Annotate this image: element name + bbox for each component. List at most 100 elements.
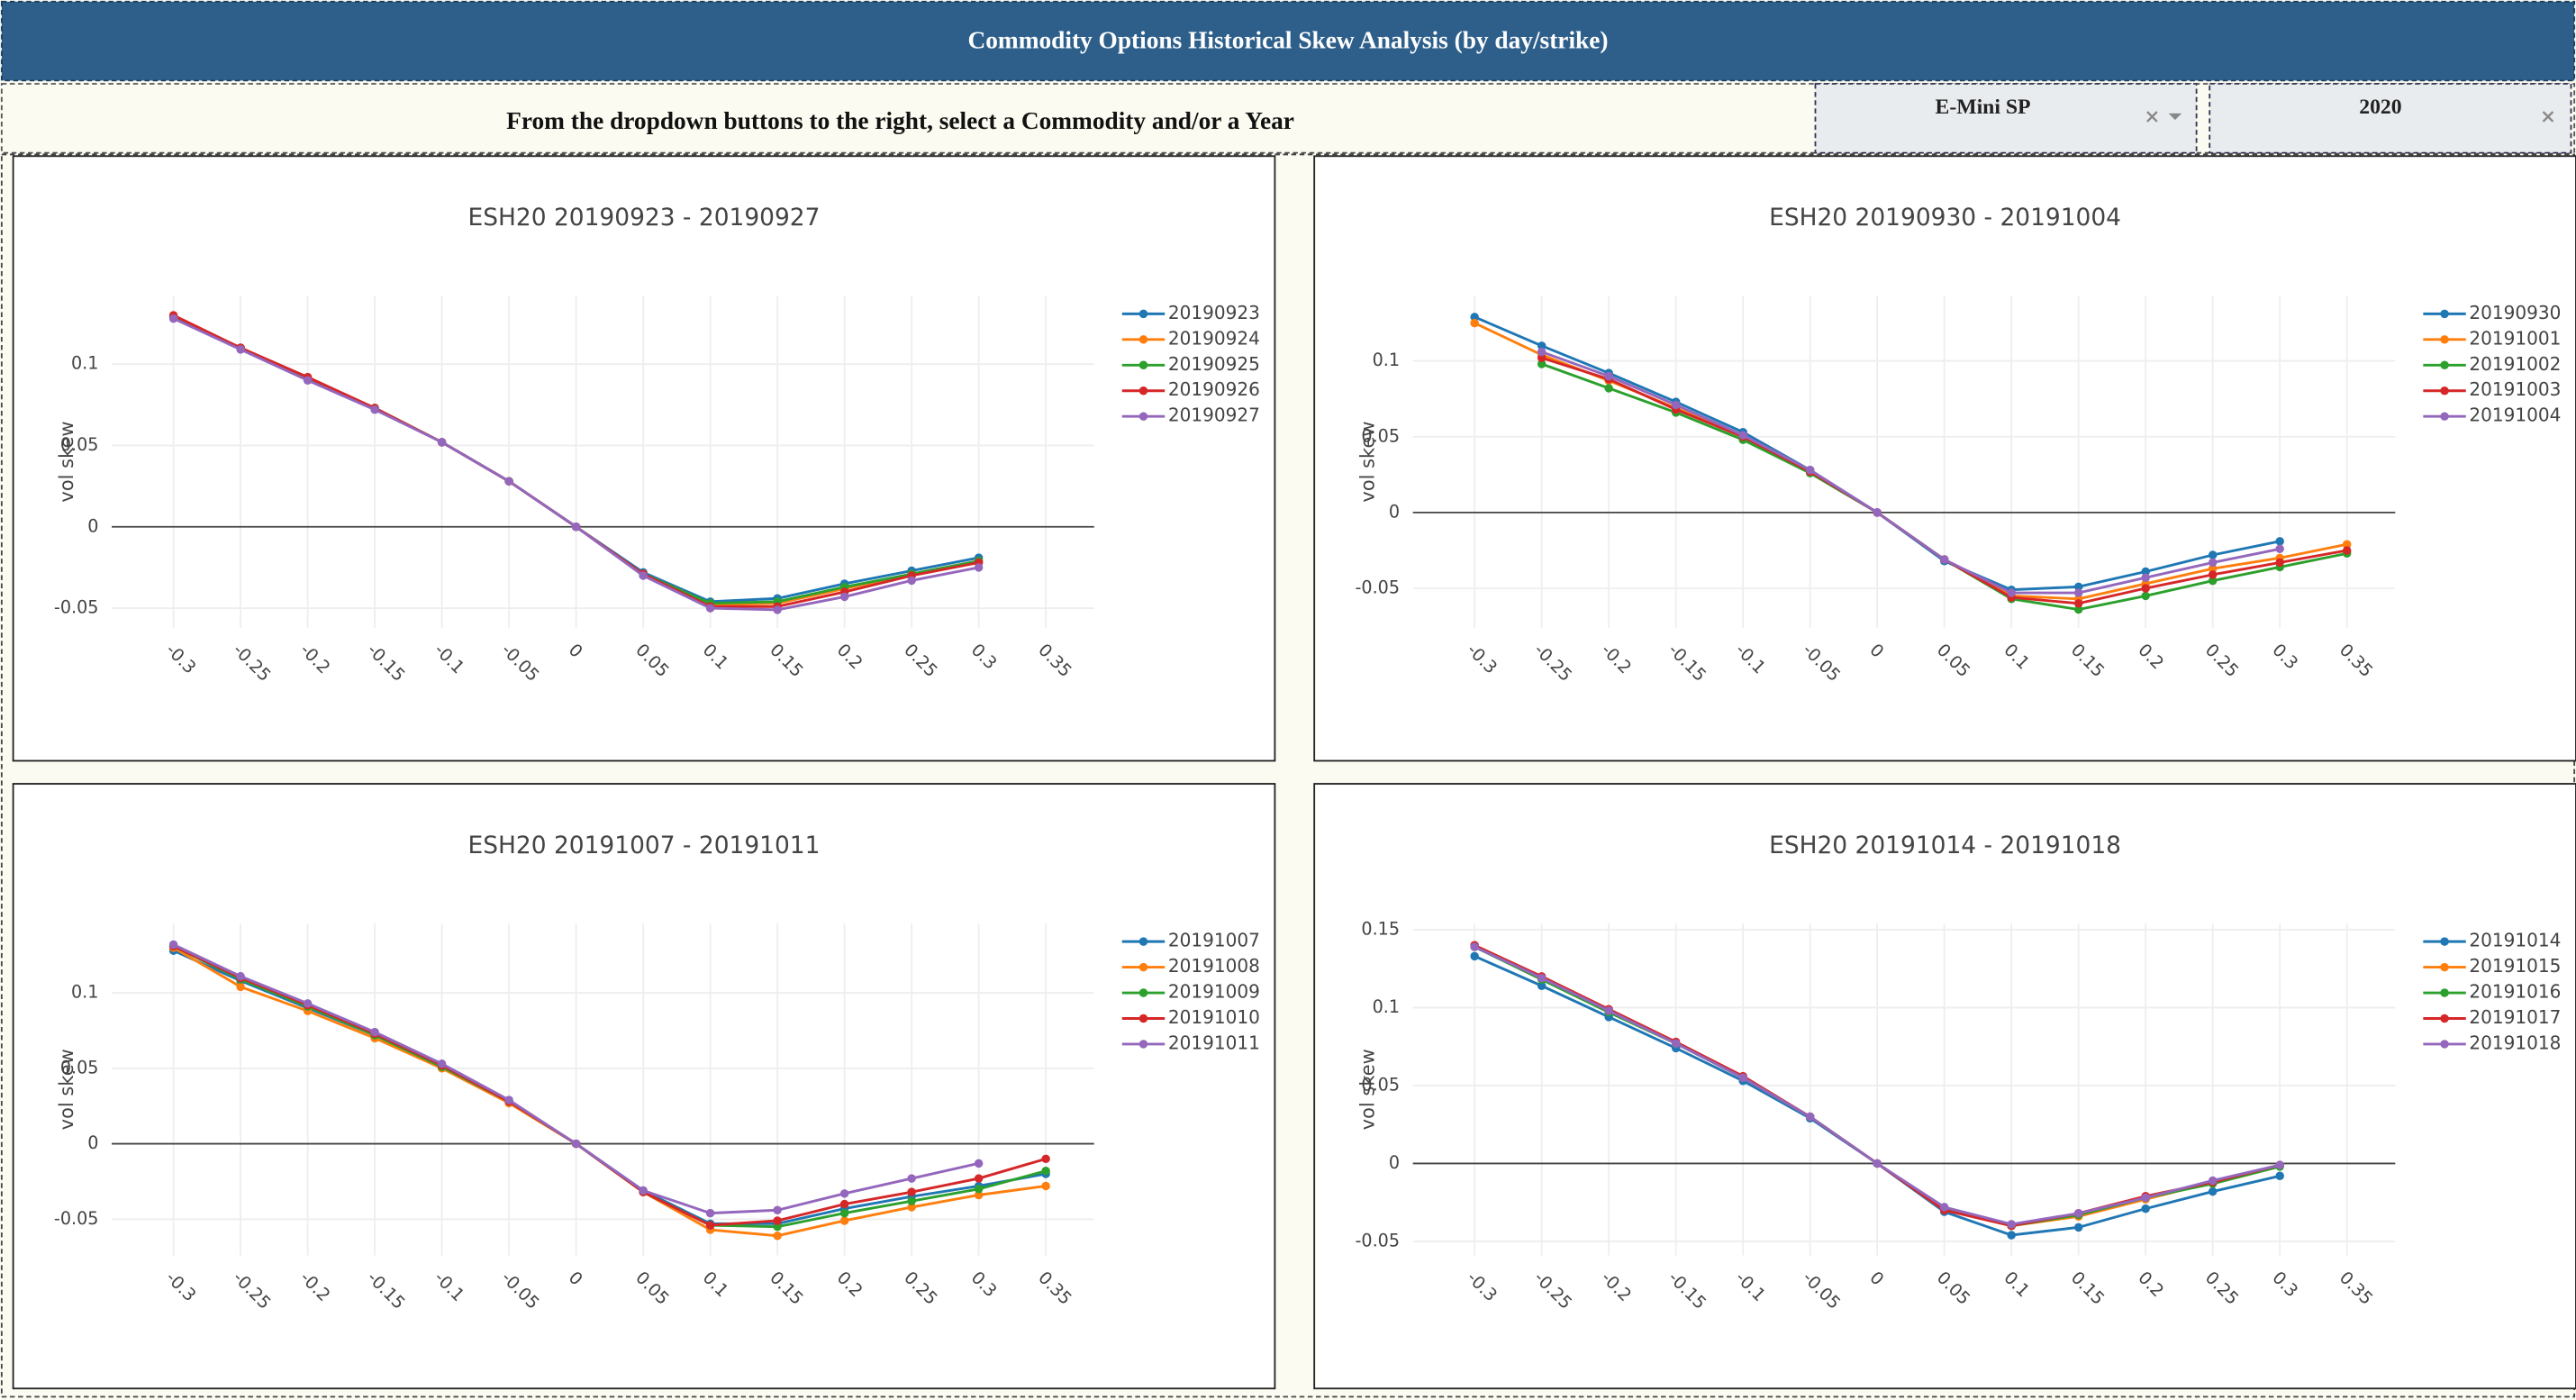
data-point	[2073, 605, 2083, 614]
dropdown-box[interactable]	[2209, 83, 2572, 154]
legend-marker[interactable]	[2440, 1040, 2449, 1049]
legend-label[interactable]: 20191002	[2469, 353, 2561, 375]
data-point	[839, 1189, 849, 1198]
legend-item[interactable]: 20190925	[1121, 353, 1260, 375]
legend-label[interactable]: 20191018	[2469, 1032, 2561, 1053]
legend-label[interactable]: 20191017	[2469, 1006, 2561, 1028]
legend-item[interactable]: 20191008	[1121, 955, 1260, 977]
legend-item[interactable]: 20191009	[1121, 981, 1260, 1003]
legend-marker[interactable]	[2440, 988, 2449, 997]
legend-marker[interactable]	[1138, 335, 1148, 344]
legend-label[interactable]: 20191004	[2469, 405, 2561, 426]
legend-label[interactable]: 20190930	[2469, 302, 2561, 323]
clear-icon[interactable]	[2542, 111, 2554, 123]
chart-title: ESH20 20191007 - 20191011	[468, 832, 821, 859]
legend-label[interactable]: 20191007	[1168, 930, 1260, 951]
legend-marker[interactable]	[1138, 937, 1148, 946]
legend-item[interactable]: 20191003	[2423, 378, 2561, 400]
y-tick-label: 0	[87, 1132, 98, 1153]
legend-marker[interactable]	[2440, 1014, 2449, 1023]
data-point	[974, 1159, 984, 1168]
data-point	[773, 1205, 782, 1214]
legend-item[interactable]: 20190923	[1121, 302, 1260, 323]
commodity-dropdown[interactable]: E-Mini SP	[1814, 83, 2198, 154]
legend-label[interactable]: 20190926	[1168, 378, 1260, 400]
legend-item[interactable]: 20190926	[1121, 378, 1260, 400]
legend-item[interactable]: 20190930	[2423, 302, 2561, 323]
legend-marker[interactable]	[1138, 1040, 1148, 1049]
legend-label[interactable]: 20191011	[1168, 1032, 1260, 1053]
legend-marker[interactable]	[1138, 360, 1148, 370]
legend-item[interactable]: 20190924	[1121, 327, 1260, 349]
data-point	[2141, 573, 2150, 582]
legend-label[interactable]: 20191001	[2469, 327, 2561, 349]
legend-item[interactable]: 20191017	[2423, 1006, 2561, 1028]
data-point	[2141, 567, 2150, 577]
legend-marker[interactable]	[1138, 1014, 1148, 1023]
legend-item[interactable]: 20190927	[1121, 405, 1260, 426]
legend-marker[interactable]	[2440, 360, 2449, 370]
y-tick-label: 0.1	[1373, 996, 1400, 1017]
legend-label[interactable]: 20190923	[1168, 302, 1260, 323]
data-point	[1873, 508, 1882, 517]
legend-label[interactable]: 20191010	[1168, 1006, 1260, 1028]
data-point	[2208, 564, 2218, 573]
legend-item[interactable]: 20191014	[2423, 930, 2561, 951]
legend-marker[interactable]	[1138, 988, 1148, 997]
legend-marker[interactable]	[1138, 412, 1148, 421]
legend-item[interactable]: 20191007	[1121, 930, 1260, 951]
legend-label[interactable]: 20190925	[1168, 353, 1260, 375]
data-point	[2208, 1176, 2218, 1186]
legend-item[interactable]: 20191002	[2423, 353, 2561, 375]
legend-marker[interactable]	[2440, 412, 2449, 421]
data-point	[236, 982, 245, 992]
data-point	[2141, 1193, 2150, 1203]
clear-icon[interactable]	[2146, 111, 2158, 123]
legend-label[interactable]: 20191003	[2469, 378, 2561, 400]
legend-marker[interactable]	[1138, 962, 1148, 972]
data-point	[2007, 588, 2016, 597]
arrow-icon[interactable]	[2168, 113, 2182, 121]
data-point	[2342, 546, 2352, 555]
legend-item[interactable]: 20191016	[2423, 981, 2561, 1003]
data-point	[907, 1174, 916, 1183]
legend-item[interactable]: 20191015	[2423, 955, 2561, 977]
legend-item[interactable]: 20191011	[1121, 1032, 1260, 1053]
legend-item[interactable]: 20191018	[2423, 1032, 2561, 1053]
legend-label[interactable]: 20191015	[2469, 955, 2561, 977]
legend-item[interactable]: 20191001	[2423, 327, 2561, 349]
dropdown-value[interactable]: E-Mini SP	[1936, 95, 2031, 119]
data-point	[2275, 1171, 2284, 1181]
data-point	[2141, 584, 2150, 593]
data-point	[2141, 1204, 2150, 1214]
legend-label[interactable]: 20190927	[1168, 405, 1260, 426]
legend-marker[interactable]	[2440, 962, 2449, 972]
legend-label[interactable]: 20191016	[2469, 981, 2561, 1003]
data-point	[1041, 1154, 1050, 1164]
legend-label[interactable]: 20191014	[2469, 930, 2561, 951]
y-tick-label: 0.05	[1361, 425, 1400, 446]
legend-marker[interactable]	[2440, 386, 2449, 395]
legend-item[interactable]: 20191010	[1121, 1006, 1260, 1028]
legend-label[interactable]: 20191009	[1168, 981, 1260, 1003]
dropdown-value[interactable]: 2020	[2359, 95, 2401, 119]
year-dropdown[interactable]: 2020	[2209, 83, 2572, 154]
legend-label[interactable]: 20190924	[1168, 327, 1260, 349]
header-bar	[0, 0, 2576, 82]
legend-marker[interactable]	[1138, 309, 1148, 319]
legend-marker[interactable]	[2440, 309, 2449, 319]
data-point	[1537, 981, 1547, 990]
data-point	[370, 405, 379, 414]
data-point	[1604, 1006, 1613, 1015]
dropdown-box[interactable]	[1814, 83, 2198, 154]
legend-item[interactable]: 20191004	[2423, 405, 2561, 426]
legend-marker[interactable]	[1138, 386, 1148, 395]
legend-marker[interactable]	[2440, 335, 2449, 344]
legend-marker[interactable]	[2440, 937, 2449, 946]
data-point	[2073, 582, 2083, 592]
legend-label[interactable]: 20191008	[1168, 955, 1260, 977]
data-point	[2141, 591, 2150, 601]
data-point	[2208, 550, 2218, 559]
